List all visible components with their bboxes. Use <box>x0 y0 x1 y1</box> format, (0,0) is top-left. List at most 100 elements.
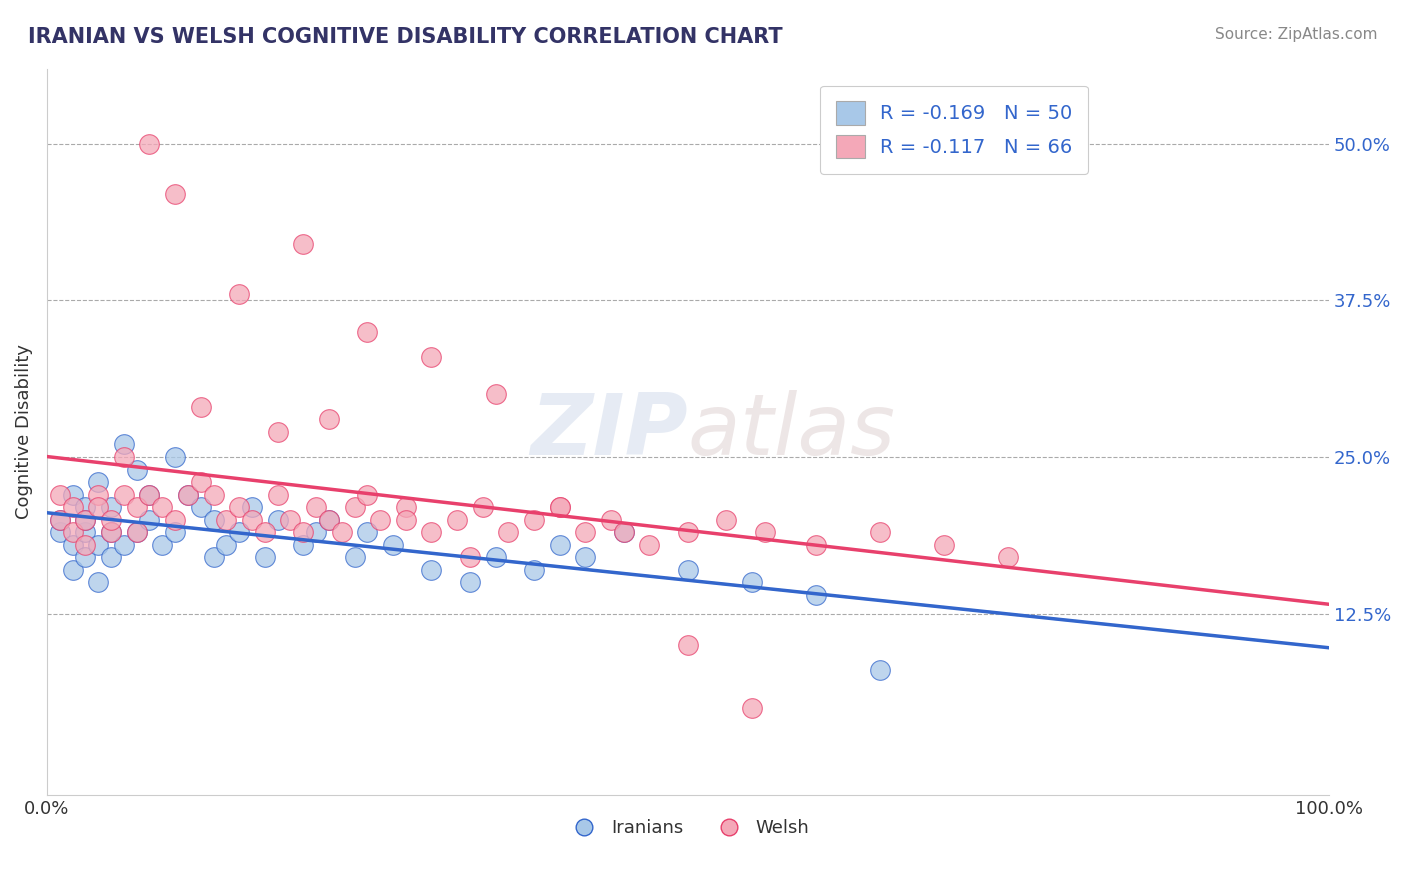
Legend: Iranians, Welsh: Iranians, Welsh <box>560 812 817 845</box>
Point <box>62 563 84 577</box>
Point <box>638 538 661 552</box>
Point <box>100 500 122 515</box>
Point <box>190 475 212 489</box>
Point <box>368 513 391 527</box>
Point <box>716 513 738 527</box>
Point <box>318 412 340 426</box>
Point <box>112 450 135 464</box>
Point <box>280 513 302 527</box>
Point <box>215 513 238 527</box>
Point <box>190 500 212 515</box>
Point <box>87 488 110 502</box>
Point <box>215 538 238 552</box>
Text: IRANIAN VS WELSH COGNITIVE DISABILITY CORRELATION CHART: IRANIAN VS WELSH COGNITIVE DISABILITY CO… <box>28 27 783 46</box>
Point <box>458 550 481 565</box>
Point <box>420 525 443 540</box>
Point <box>676 525 699 540</box>
Point <box>48 488 70 502</box>
Point <box>356 325 378 339</box>
Point <box>48 513 70 527</box>
Point <box>75 513 97 527</box>
Point <box>471 500 494 515</box>
Point <box>100 525 122 540</box>
Point <box>165 186 187 201</box>
Point <box>87 475 110 489</box>
Point <box>100 513 122 527</box>
Point <box>177 488 200 502</box>
Point <box>62 538 84 552</box>
Point <box>382 538 405 552</box>
Point <box>292 538 315 552</box>
Point <box>125 525 148 540</box>
Point <box>458 575 481 590</box>
Point <box>266 425 288 439</box>
Point <box>676 563 699 577</box>
Point <box>75 513 97 527</box>
Point <box>202 488 225 502</box>
Point <box>138 513 160 527</box>
Point <box>165 525 187 540</box>
Point <box>305 500 328 515</box>
Point <box>330 525 353 540</box>
Point <box>523 513 546 527</box>
Point <box>343 550 366 565</box>
Point <box>676 638 699 652</box>
Point <box>165 513 187 527</box>
Point <box>62 500 84 515</box>
Point <box>420 563 443 577</box>
Point <box>253 550 276 565</box>
Point <box>613 525 636 540</box>
Point <box>356 488 378 502</box>
Text: ZIP: ZIP <box>530 391 688 474</box>
Point <box>548 538 571 552</box>
Point <box>138 136 160 151</box>
Point <box>112 488 135 502</box>
Point <box>446 513 468 527</box>
Text: atlas: atlas <box>688 391 896 474</box>
Point <box>228 500 250 515</box>
Point <box>343 500 366 515</box>
Point <box>266 513 288 527</box>
Point <box>420 350 443 364</box>
Point <box>228 525 250 540</box>
Y-axis label: Cognitive Disability: Cognitive Disability <box>15 344 32 519</box>
Point <box>574 525 596 540</box>
Point <box>125 462 148 476</box>
Point <box>318 513 340 527</box>
Point <box>125 525 148 540</box>
Point <box>125 500 148 515</box>
Point <box>997 550 1019 565</box>
Point <box>75 500 97 515</box>
Point <box>75 538 97 552</box>
Point <box>869 525 891 540</box>
Point <box>292 237 315 252</box>
Point <box>165 450 187 464</box>
Point <box>741 575 763 590</box>
Point <box>305 525 328 540</box>
Point <box>87 500 110 515</box>
Point <box>202 550 225 565</box>
Point <box>934 538 956 552</box>
Point <box>804 588 827 602</box>
Point <box>523 563 546 577</box>
Point <box>741 700 763 714</box>
Point <box>356 525 378 540</box>
Point <box>87 538 110 552</box>
Point <box>869 663 891 677</box>
Point <box>75 525 97 540</box>
Point <box>484 550 506 565</box>
Point <box>48 513 70 527</box>
Point <box>318 513 340 527</box>
Point <box>574 550 596 565</box>
Point <box>613 525 636 540</box>
Point <box>754 525 776 540</box>
Point <box>395 513 418 527</box>
Point <box>75 550 97 565</box>
Point <box>100 525 122 540</box>
Point <box>548 500 571 515</box>
Point <box>177 488 200 502</box>
Point <box>498 525 520 540</box>
Point <box>150 500 173 515</box>
Point <box>395 500 418 515</box>
Point <box>484 387 506 401</box>
